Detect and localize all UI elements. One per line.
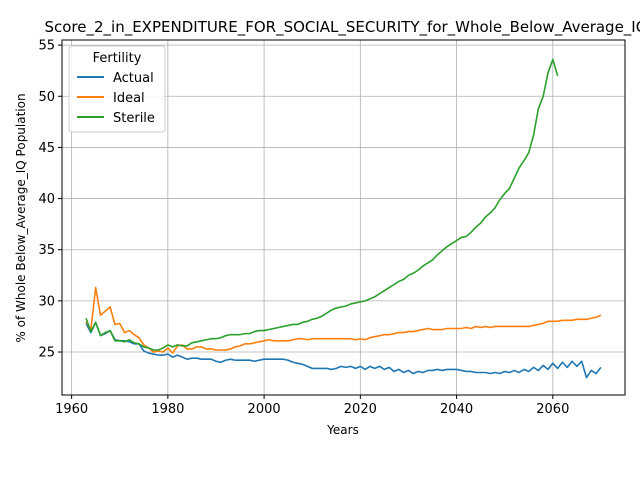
- legend-label-ideal: Ideal: [113, 91, 145, 106]
- x-tick-label: 2040: [440, 402, 473, 417]
- y-tick-label: 30: [38, 294, 55, 309]
- x-tick-label: 2000: [248, 402, 281, 417]
- y-tick-label: 55: [38, 39, 55, 54]
- grid: [62, 40, 625, 395]
- chart-title: Score_2_in_EXPENDITURE_FOR_SOCIAL_SECURI…: [44, 18, 640, 37]
- y-axis-label: % of Whole Below_Average_IQ Population: [14, 93, 28, 342]
- y-tick-label: 35: [38, 243, 55, 258]
- legend: Fertility Actual Ideal Sterile: [68, 45, 166, 133]
- legend-label-sterile: Sterile: [113, 111, 155, 126]
- series-line-ideal: [85, 286, 602, 354]
- legend-box: [68, 45, 166, 133]
- x-tick-label: 2020: [344, 402, 377, 417]
- y-tick-label: 50: [38, 90, 55, 105]
- y-tick-label: 25: [38, 346, 55, 361]
- axis-ticks: 1960 1980 2000 2020 2040 2060 25 30 35 40 45 50 55: [38, 39, 569, 417]
- x-axis-label: Years: [326, 423, 359, 437]
- y-tick-label: 45: [38, 141, 55, 156]
- x-tick-label: 1980: [151, 402, 184, 417]
- y-tick-label: 40: [38, 192, 55, 207]
- legend-label-actual: Actual: [113, 71, 154, 86]
- series-line-sterile: [85, 58, 559, 351]
- series-line-actual: [85, 321, 602, 379]
- x-tick-label: 1960: [55, 402, 88, 417]
- x-tick-label: 2060: [536, 402, 569, 417]
- plot-frame: [61, 39, 626, 396]
- plot-lines: [85, 58, 602, 379]
- legend-title: Fertility: [93, 51, 142, 66]
